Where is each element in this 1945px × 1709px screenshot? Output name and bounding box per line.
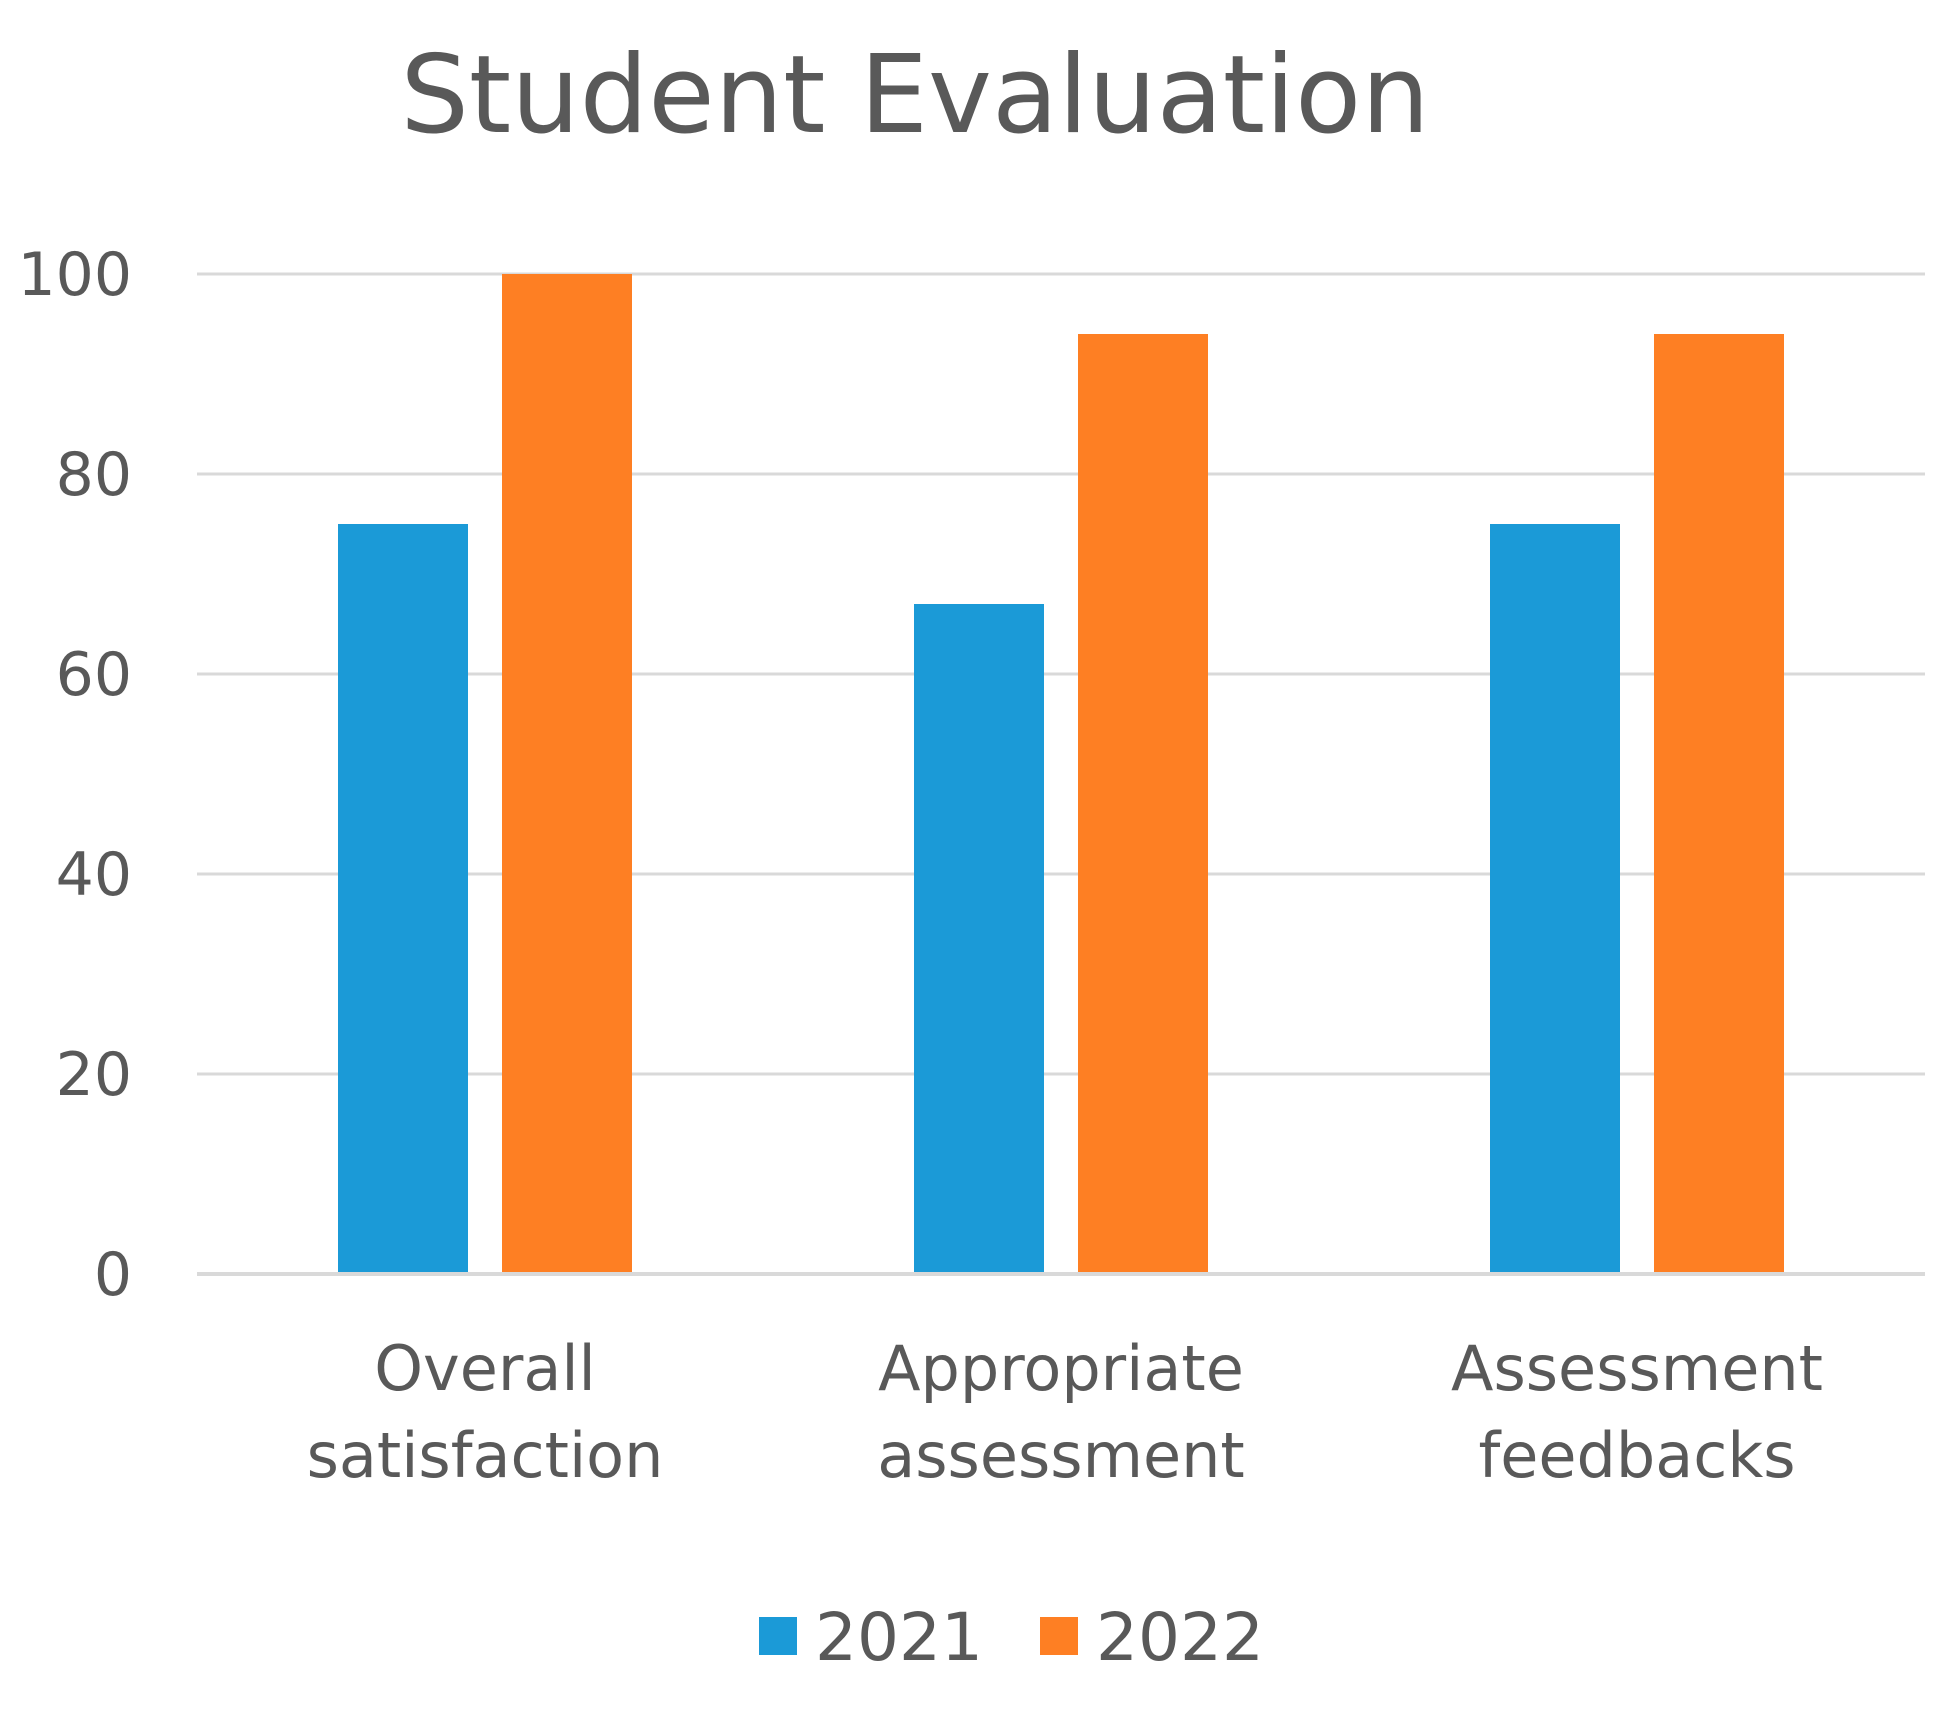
bar-2021-2 xyxy=(914,604,1044,1274)
y-tick-label: 20 xyxy=(56,1040,132,1110)
bars xyxy=(338,274,1784,1274)
gridlines xyxy=(197,272,1925,1076)
legend-swatch-2021 xyxy=(759,1617,797,1655)
y-tick-label: 80 xyxy=(56,440,132,510)
bar-2022-2 xyxy=(1078,334,1208,1274)
bar-2021-1 xyxy=(338,524,468,1274)
y-tick-label: 40 xyxy=(56,840,132,910)
chart-title: Student Evaluation xyxy=(400,33,1429,158)
x-axis-categories: Overall satisfaction Appropriate assessment… xyxy=(307,1332,1823,1492)
bar-2022-1 xyxy=(502,274,632,1274)
y-tick-label: 0 xyxy=(94,1240,132,1310)
legend-swatch-2022 xyxy=(1040,1617,1078,1655)
bar-2022-3 xyxy=(1654,334,1784,1274)
x-category-label: assessment xyxy=(877,1419,1245,1492)
x-category-label: Appropriate xyxy=(878,1332,1244,1405)
legend-label: 2022 xyxy=(1096,1599,1264,1676)
x-category-label: Overall xyxy=(374,1332,596,1405)
y-tick-label: 60 xyxy=(56,640,132,710)
legend-label: 2021 xyxy=(815,1599,983,1676)
x-category-label: Assessment xyxy=(1451,1332,1823,1405)
x-category-label: feedbacks xyxy=(1478,1419,1795,1492)
bar-2021-3 xyxy=(1490,524,1620,1274)
y-axis-ticks: 0 20 40 60 80 100 xyxy=(17,240,132,1310)
x-category-label: satisfaction xyxy=(307,1419,664,1492)
y-tick-label: 100 xyxy=(17,240,132,310)
legend: 2021 2022 xyxy=(759,1599,1264,1676)
